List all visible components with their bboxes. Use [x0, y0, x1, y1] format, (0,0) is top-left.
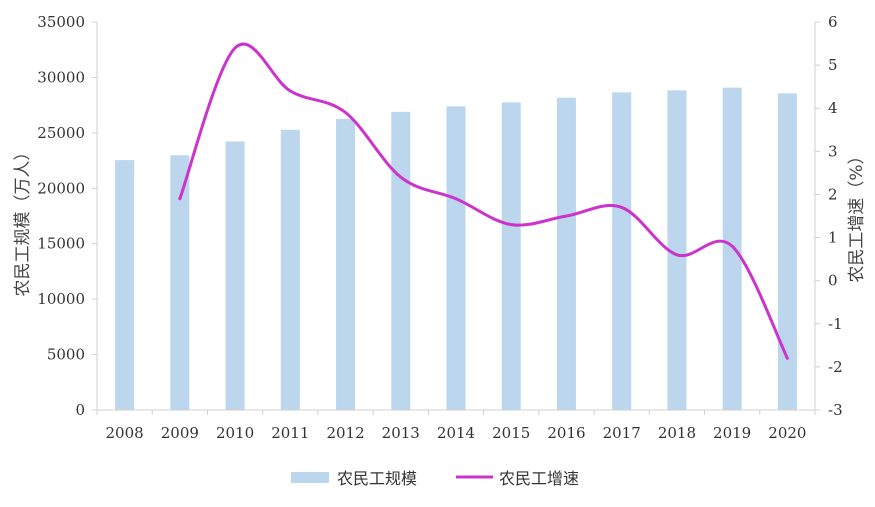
x-tick-label: 2018	[658, 424, 696, 442]
left-tick-label: 35000	[37, 13, 85, 31]
x-axis-ticks: 2008 2009 2010 2011 2012 2013 2014 2015 2016 2017…	[96, 410, 816, 442]
right-tick-label: -2	[828, 358, 843, 376]
left-tick-label: 10000	[37, 290, 85, 308]
bar-2016	[556, 97, 576, 410]
right-tick-label: 3	[828, 142, 838, 160]
x-tick-label: 2017	[603, 424, 641, 442]
left-tick-label: 20000	[37, 179, 85, 197]
left-tick-label: 15000	[37, 235, 85, 253]
growth-rate-line	[178, 42, 789, 360]
left-axis-ticks: 0 5000 10000 15000 20000 25000 30000 35000	[37, 13, 97, 419]
x-tick-label: 2015	[492, 424, 530, 442]
bar-2017	[612, 92, 632, 410]
bar-series	[115, 87, 797, 411]
x-tick-label: 2016	[547, 424, 585, 442]
right-tick-label: 1	[828, 229, 838, 247]
x-tick-label: 2020	[768, 424, 806, 442]
left-tick-label: 0	[75, 401, 85, 419]
legend: 农民工规模 农民工增速	[291, 469, 579, 488]
bar-2011	[280, 129, 300, 410]
bar-2009	[170, 155, 190, 410]
bar-2018	[667, 90, 687, 411]
left-tick-label: 30000	[37, 68, 85, 86]
bar-2012	[336, 118, 356, 411]
right-tick-label: 2	[828, 185, 838, 203]
bar-2014	[446, 106, 466, 410]
left-tick-label: 25000	[37, 124, 85, 142]
x-tick-label: 2012	[326, 424, 364, 442]
x-tick-label: 2008	[106, 424, 144, 442]
x-tick-label: 2013	[382, 424, 420, 442]
left-tick-label: 5000	[47, 346, 85, 364]
x-tick-label: 2010	[216, 424, 254, 442]
x-tick-label: 2014	[437, 424, 475, 442]
right-tick-label: 5	[828, 56, 838, 74]
right-tick-label: -3	[828, 401, 843, 419]
x-tick-label: 2011	[271, 424, 309, 442]
right-axis-title: 农民工增速（%）	[847, 147, 867, 282]
right-tick-label: 0	[828, 272, 838, 290]
x-tick-label: 2019	[713, 424, 751, 442]
bar-2010	[225, 141, 245, 410]
x-tick-label: 2009	[161, 424, 199, 442]
legend-line-label: 农民工增速	[499, 469, 579, 488]
right-tick-label: -1	[828, 315, 843, 333]
bar-2013	[391, 111, 411, 410]
legend-bar-label: 农民工规模	[337, 469, 417, 488]
bar-2019	[722, 87, 742, 411]
bar-2008	[115, 160, 135, 410]
right-tick-label: 4	[828, 99, 838, 117]
legend-bar-swatch	[291, 472, 329, 483]
right-axis-ticks: -3 -2 -1 0 1 2 3 4 5 6	[815, 13, 843, 419]
right-tick-label: 6	[828, 13, 838, 31]
bar-2020	[777, 93, 797, 410]
left-axis-title: 农民工规模（万人）	[13, 144, 33, 297]
bar-2015	[501, 102, 521, 410]
